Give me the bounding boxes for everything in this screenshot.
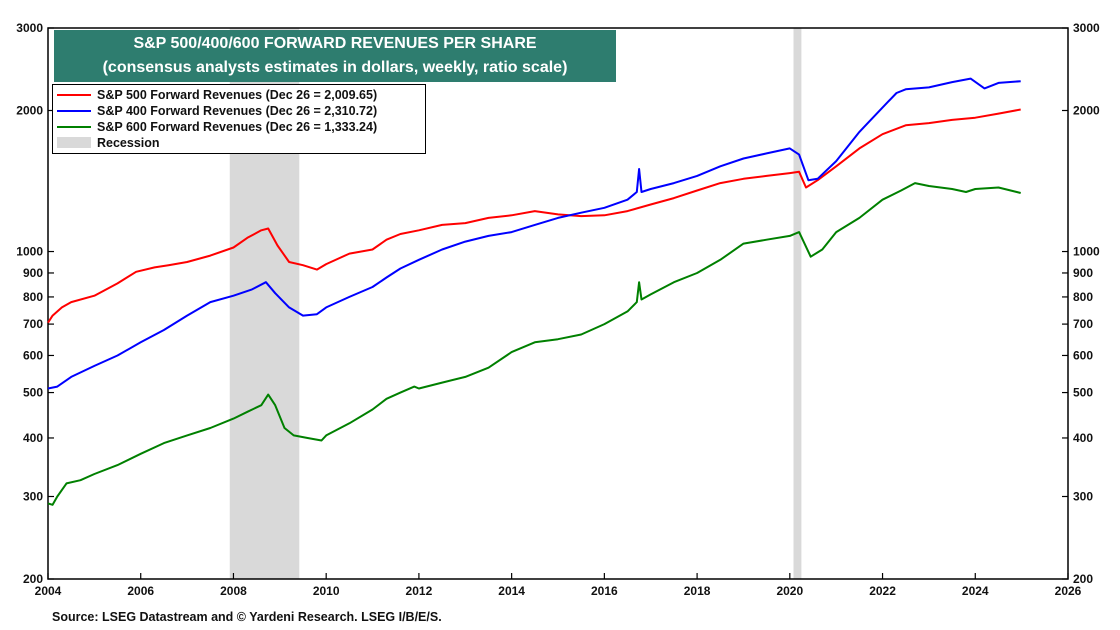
source-note: Source: LSEG Datastream and © Yardeni Re…: [52, 610, 442, 624]
y-label-left-1000: 1000: [16, 245, 43, 259]
series-line-sp500: [47, 108, 1021, 324]
y-label-left-500: 500: [23, 386, 43, 400]
y-label-right-3000: 3000: [1073, 21, 1100, 35]
x-label-2026: 2026: [1055, 584, 1082, 598]
series-lines: [47, 77, 1021, 506]
y-label-right-200: 200: [1073, 572, 1093, 586]
y-label-right-700: 700: [1073, 317, 1093, 331]
x-label-2020: 2020: [776, 584, 803, 598]
x-label-2022: 2022: [869, 584, 896, 598]
axis-ticks: [47, 27, 1069, 580]
x-label-2018: 2018: [684, 584, 711, 598]
x-label-2006: 2006: [127, 584, 154, 598]
y-label-left-700: 700: [23, 317, 43, 331]
y-label-left-800: 800: [23, 290, 43, 304]
y-label-left-900: 900: [23, 266, 43, 280]
y-label-left-600: 600: [23, 348, 43, 362]
series-line-sp600: [47, 182, 1021, 506]
y-label-left-300: 300: [23, 490, 43, 504]
y-label-right-300: 300: [1073, 490, 1093, 504]
x-label-2014: 2014: [498, 584, 525, 598]
tick-labels: 200 200 300 300 400 400 500 500 600 600 700 700 800 8…: [16, 21, 1100, 598]
y-label-right-800: 800: [1073, 290, 1093, 304]
y-label-left-3000: 3000: [16, 21, 43, 35]
x-label-2004: 2004: [35, 584, 62, 598]
y-label-right-400: 400: [1073, 431, 1093, 445]
legend-label-sp600: S&P 600 Forward Revenues (Dec 26 = 1,333…: [97, 120, 378, 134]
y-label-right-600: 600: [1073, 348, 1093, 362]
legend-label-sp400: S&P 400 Forward Revenues (Dec 26 = 2,310…: [97, 104, 378, 118]
legend-swatch-sp500: [57, 93, 91, 96]
legend-item-recession: Recession: [57, 135, 160, 151]
legend-swatch-sp600: [57, 125, 91, 128]
y-label-right-2000: 2000: [1073, 103, 1100, 117]
legend-item-sp400: S&P 400 Forward Revenues (Dec 26 = 2,310…: [57, 103, 377, 119]
x-label-2024: 2024: [962, 584, 989, 598]
y-label-right-900: 900: [1073, 266, 1093, 280]
legend-item-sp500: S&P 500 Forward Revenues (Dec 26 = 2,009…: [57, 87, 377, 103]
y-label-right-1000: 1000: [1073, 245, 1100, 259]
chart-title: S&P 500/400/600 FORWARD REVENUES PER SHA…: [133, 35, 537, 52]
x-label-2012: 2012: [406, 584, 433, 598]
plot-frame: [47, 27, 1069, 580]
legend-label-sp500: S&P 500 Forward Revenues (Dec 26 = 2,009…: [97, 88, 378, 102]
y-label-left-2000: 2000: [16, 103, 43, 117]
legend-swatch-recession: [57, 137, 91, 149]
chart-title-box: S&P 500/400/600 FORWARD REVENUES PER SHA…: [54, 30, 616, 82]
y-label-left-400: 400: [23, 431, 43, 445]
legend-swatch-sp400: [57, 109, 91, 112]
recession-band-1: [793, 28, 802, 579]
chart-subtitle: (consensus analysts estimates in dollars…: [102, 59, 568, 76]
legend-label-recession: Recession: [97, 136, 160, 150]
legend-item-sp600: S&P 600 Forward Revenues (Dec 26 = 1,333…: [57, 119, 377, 135]
y-label-right-500: 500: [1073, 386, 1093, 400]
x-label-2016: 2016: [591, 584, 618, 598]
legend: S&P 500 Forward Revenues (Dec 26 = 2,009…: [52, 84, 426, 154]
x-label-2010: 2010: [313, 584, 340, 598]
series-line-sp400: [47, 77, 1021, 390]
x-label-2008: 2008: [220, 584, 247, 598]
y-label-left-200: 200: [23, 572, 43, 586]
